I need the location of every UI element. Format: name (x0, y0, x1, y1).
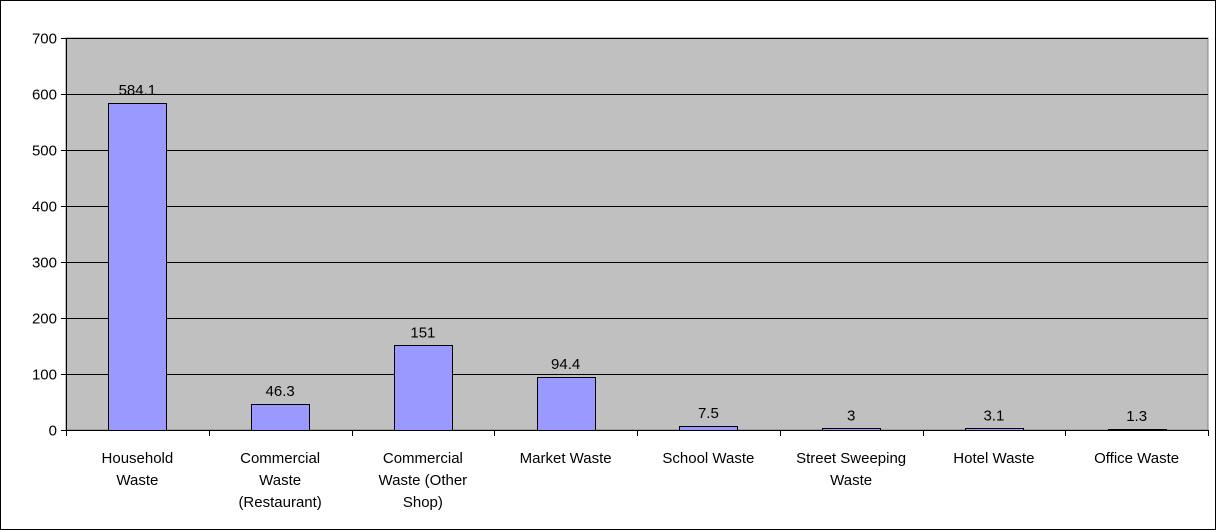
data-label: 3.1 (983, 407, 1004, 424)
x-category-label: Hotel Waste (953, 450, 1034, 467)
data-labels: 584.1 46.3 151 94.4 7.5 3 3.1 1.3 (119, 82, 1147, 425)
y-tick-label: 100 (32, 367, 57, 384)
x-category-label: Household Waste (102, 450, 174, 489)
x-category-label: Commercial Waste (Restaurant) (238, 450, 321, 511)
bar (394, 345, 453, 431)
x-category-label: Market Waste (520, 450, 612, 467)
data-label: 584.1 (119, 82, 157, 99)
bar (251, 404, 310, 431)
y-tick-label: 0 (49, 423, 57, 440)
axes: 0 100 200 300 400 500 600 700 Household Waste Comm… (32, 31, 1209, 511)
data-label: 7.5 (698, 405, 719, 422)
data-label: 1.3 (1126, 408, 1147, 425)
x-category-label: Office Waste (1094, 450, 1179, 467)
x-category-label: Commercial Waste (Other Shop) (379, 450, 468, 511)
data-label: 3 (847, 407, 855, 424)
data-label: 94.4 (551, 356, 580, 373)
x-category-label: School Waste (662, 450, 754, 467)
gridlines (66, 38, 1208, 375)
bar (679, 426, 738, 431)
bar (537, 377, 596, 431)
y-tick-label: 700 (32, 31, 57, 48)
data-label: 46.3 (266, 383, 295, 400)
data-label: 151 (410, 324, 435, 341)
bar (108, 103, 167, 431)
y-tick-label: 600 (32, 87, 57, 104)
y-tick-label: 300 (32, 255, 57, 272)
x-category-label: Street Sweeping Waste (796, 450, 906, 489)
y-tick-label: 400 (32, 199, 57, 216)
y-tick-label: 500 (32, 143, 57, 160)
y-tick-label: 200 (32, 311, 57, 328)
plot-area (65, 37, 1209, 431)
